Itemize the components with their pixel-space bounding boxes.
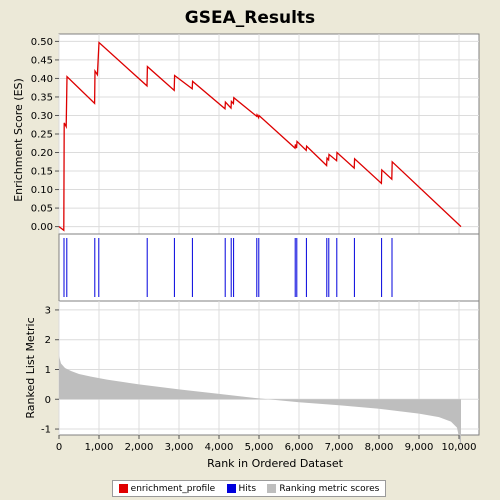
y-tick-label: 3 <box>45 305 51 316</box>
x-tick-label: 2,000 <box>125 442 154 453</box>
x-tick-label: 5,000 <box>245 442 274 453</box>
legend-item-hits: Hits <box>226 483 257 494</box>
legend-item-ranking-metric: Ranking metric scores <box>267 484 379 494</box>
y-tick-label: 0 <box>45 395 51 406</box>
y-tick-label: 0.30 <box>31 111 53 122</box>
legend-swatch-red <box>118 484 128 493</box>
ranked-metric-y-ticks: -1 0 1 2 3 <box>41 305 59 436</box>
x-tick-label: 8,000 <box>365 442 394 453</box>
y-tick-label: 0.45 <box>31 55 53 66</box>
x-tick-label: 7,000 <box>325 442 354 453</box>
legend-label: Ranking metric scores <box>279 483 380 494</box>
ranking-metric-area <box>59 356 461 447</box>
x-tick-label: 1,000 <box>85 442 114 453</box>
hits-markers <box>63 238 393 297</box>
y-tick-label: 0.35 <box>31 92 53 103</box>
chart-title: GSEA_Results <box>185 8 315 28</box>
legend-label: Hits <box>238 483 257 494</box>
hits-panel <box>58 233 480 302</box>
x-tick-label: 3,000 <box>165 442 194 453</box>
legend-swatch-gray <box>267 484 277 493</box>
legend: enrichment_profile Hits Ranking metric s… <box>112 480 386 497</box>
y-tick-label: 0.15 <box>31 167 53 178</box>
x-tick-label: 0 <box>56 442 62 453</box>
enrichment-y-label: Enrichment Score (ES) <box>12 78 25 202</box>
x-tick-label: 9,000 <box>405 442 434 453</box>
gsea-chart: GSEA_Results 0.00 0.05 0.10 0.15 0.20 0.25 0.3… <box>12 8 480 470</box>
y-tick-label: 0.00 <box>31 222 53 233</box>
y-tick-label: 2 <box>45 335 51 346</box>
enrichment-grid <box>58 34 479 234</box>
x-tick-label: 4,000 <box>205 442 234 453</box>
y-tick-label: 0.40 <box>31 74 53 85</box>
y-tick-label: -1 <box>41 425 51 436</box>
ranked-metric-y-label: Ranked List Metric <box>24 317 37 418</box>
legend-label: enrichment_profile <box>130 483 216 494</box>
y-tick-label: 0.25 <box>31 130 53 141</box>
x-axis-label: Rank in Ordered Dataset <box>207 457 344 470</box>
x-tick-label: 6,000 <box>285 442 314 453</box>
y-tick-label: 0.10 <box>31 185 53 196</box>
enrichment-y-ticks: 0.00 0.05 0.10 0.15 0.20 0.25 0.30 0.35 0.40 0.45… <box>31 37 59 233</box>
y-tick-label: 0.05 <box>31 204 53 215</box>
y-tick-label: 0.20 <box>31 148 53 159</box>
y-tick-label: 1 <box>45 365 51 376</box>
x-tick-label: 10,000 <box>442 442 477 453</box>
y-tick-label: 0.50 <box>31 37 53 48</box>
legend-item-enrichment-profile: enrichment_profile <box>118 483 216 494</box>
ranked-metric-panel <box>58 300 480 436</box>
legend-swatch-blue <box>226 484 236 493</box>
enrichment-profile-line <box>58 41 462 232</box>
x-axis-ticks: 0 1,000 2,000 3,000 4,000 5,000 6,000 7,000 8,00… <box>56 435 477 453</box>
